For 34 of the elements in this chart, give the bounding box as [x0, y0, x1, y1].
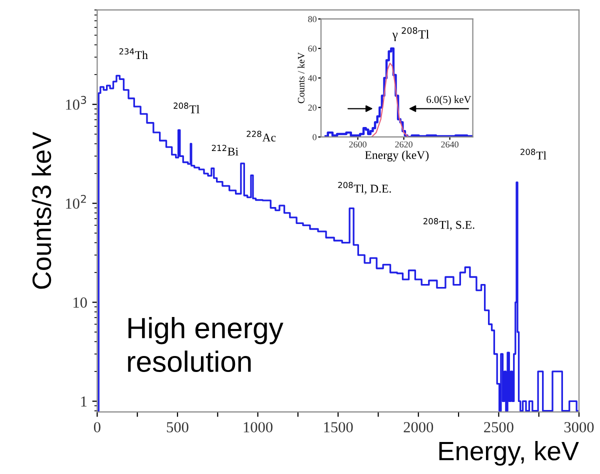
- y-tick-label: 80: [308, 16, 316, 22]
- line-series: [371, 62, 409, 137]
- x-tick-label: 0: [94, 422, 100, 432]
- x-tick-label: 500: [166, 422, 188, 432]
- y-axis-title: Counts / keV: [298, 52, 304, 104]
- y-tick-label: 10$^{2}$: [66, 194, 86, 209]
- x-tick-label: 1000: [244, 422, 272, 432]
- annotation: $^{234}$Th: [119, 48, 148, 59]
- x-tick-label: 2600: [349, 141, 366, 148]
- annotation: 6.0(5) keV: [426, 96, 472, 106]
- y-tick-label: 10$^{3}$: [66, 96, 86, 110]
- annotation: $^{208}$Tl, D.E.: [338, 182, 391, 194]
- x-axis-title: Energy (keV): [365, 150, 429, 162]
- x-axis-title: Energy, keV: [439, 441, 579, 466]
- x-tick-label: 1500: [324, 422, 353, 432]
- y-tick-label: 40: [308, 75, 316, 82]
- y-tick-label: 1: [81, 396, 87, 407]
- y-tick-label: 0: [312, 134, 316, 140]
- annotation: $^{208}$Tl: [174, 102, 200, 114]
- y-tick-label: 60: [308, 46, 316, 52]
- annotation: $^{208}$Tl: [520, 148, 546, 160]
- y-tick-label: 10: [74, 297, 87, 308]
- annotation: $^{228}$Ac: [246, 130, 276, 142]
- x-tick-label: 2640: [441, 141, 458, 148]
- y-axis-title: Counts/3 keV: [32, 132, 52, 289]
- annotation: $^{208}$Tl, S.E.: [423, 218, 474, 231]
- x-tick-label: 2000: [404, 422, 434, 432]
- x-tick-label: 2500: [484, 422, 514, 432]
- annotation: High energy resolution: [128, 317, 284, 372]
- annotation: $^{212}$Bi: [212, 144, 238, 156]
- y-tick-label: 20: [308, 104, 316, 111]
- x-tick-label: 3000: [564, 422, 594, 432]
- x-tick-label: 2620: [395, 141, 412, 148]
- annotation: γ $^{208}$Tl: [392, 27, 430, 42]
